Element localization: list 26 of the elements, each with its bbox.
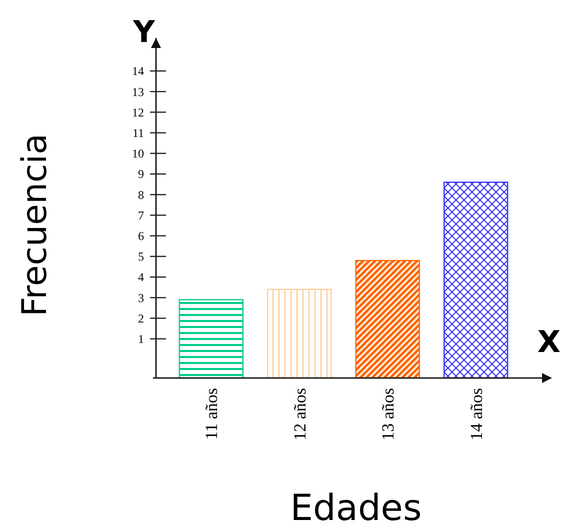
x-tick-label: 14 años [466, 388, 486, 440]
y-tick-label: 2 [138, 311, 144, 326]
y-tick-label: 1 [138, 332, 144, 346]
x-tick-label: 13 años [378, 388, 398, 440]
bar [443, 182, 508, 379]
y-axis-title: Frecuencia [15, 134, 55, 316]
y-tick-label: 3 [138, 290, 144, 305]
x-tick-label: 11 años [202, 388, 222, 440]
y-tick-label: 10 [132, 146, 144, 161]
bar [178, 299, 244, 379]
y-tick-label: 6 [138, 229, 144, 244]
annotation: Y [132, 15, 156, 50]
y-tick-label: 9 [138, 167, 144, 182]
y-tick-label: 5 [138, 250, 144, 264]
x-axis-title: Edades [290, 488, 422, 529]
x-tick-label: 12 años [290, 388, 310, 440]
y-tick-label: 8 [138, 188, 144, 202]
bar [267, 288, 332, 379]
y-tick-label: 11 [132, 126, 144, 140]
y-tick-label: 7 [138, 208, 144, 222]
y-tick-label: 12 [132, 105, 144, 120]
y-tick-label: 4 [138, 270, 144, 284]
bar [355, 260, 420, 379]
y-tick-label: 14 [132, 64, 144, 78]
annotation: X [537, 325, 561, 360]
y-tick-label: 13 [132, 84, 144, 99]
